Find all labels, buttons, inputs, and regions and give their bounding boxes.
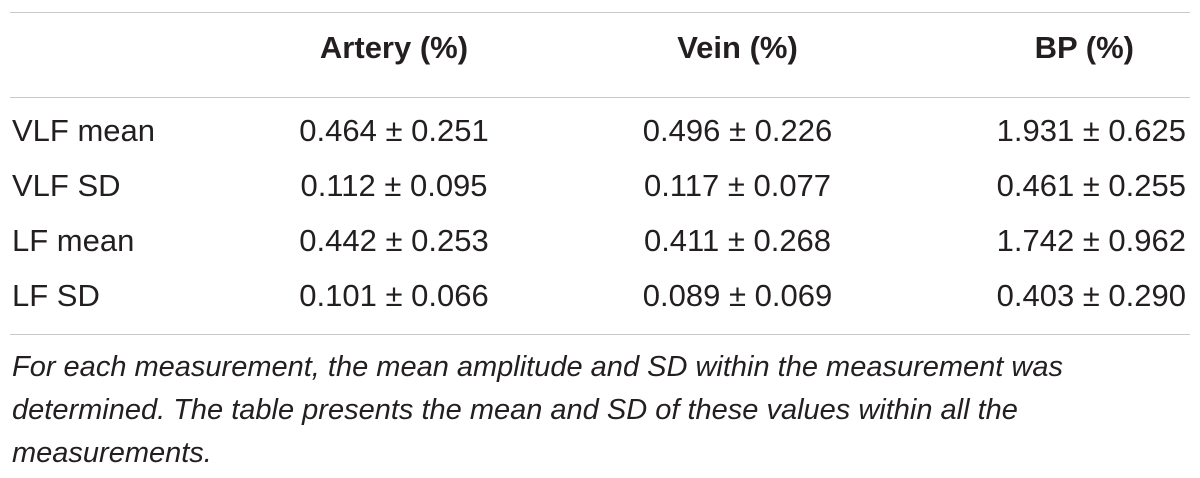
artery-value: 0.464 ± 0.251 — [299, 113, 489, 148]
table-top-rule — [10, 12, 1190, 13]
vein-value: 0.089 ± 0.069 — [642, 278, 833, 313]
header-cell-vein: Vein (%) — [677, 30, 798, 65]
header-cell-artery: Artery (%) — [319, 30, 469, 65]
artery-value: 0.101 ± 0.066 — [299, 278, 489, 313]
header-cell-bp: BP (%) — [1034, 30, 1134, 65]
artery-value: 0.112 ± 0.095 — [300, 168, 488, 203]
vein-value: 0.117 ± 0.077 — [643, 168, 832, 203]
table-row: LF mean 0.442 ± 0.253 0.411 ± 0.268 1.74… — [0, 223, 1200, 273]
row-label: LF mean — [12, 223, 135, 258]
row-label: VLF SD — [12, 168, 121, 203]
vein-value: 0.411 ± 0.268 — [643, 223, 832, 258]
row-label: VLF mean — [12, 113, 156, 148]
table-footnote: For each measurement, the mean amplitude… — [12, 351, 1063, 469]
bp-value: 0.461 ± 0.255 — [996, 168, 1186, 203]
table-header-rule — [10, 97, 1190, 98]
row-label: LF SD — [12, 278, 100, 313]
table-row: VLF mean 0.464 ± 0.251 0.496 ± 0.226 1.9… — [0, 113, 1200, 163]
table-bottom-rule — [10, 334, 1190, 335]
bp-value: 1.742 ± 0.962 — [996, 223, 1186, 258]
bp-value: 1.931 ± 0.625 — [996, 113, 1186, 148]
bp-value: 0.403 ± 0.290 — [996, 278, 1186, 313]
table-row: LF SD 0.101 ± 0.066 0.089 ± 0.069 0.403 … — [0, 278, 1200, 328]
table-header-row: Artery (%) Vein (%) BP (%) — [0, 30, 1200, 80]
table-row: VLF SD 0.112 ± 0.095 0.117 ± 0.077 0.461… — [0, 168, 1200, 218]
artery-value: 0.442 ± 0.253 — [299, 223, 489, 258]
vein-value: 0.496 ± 0.226 — [642, 113, 833, 148]
